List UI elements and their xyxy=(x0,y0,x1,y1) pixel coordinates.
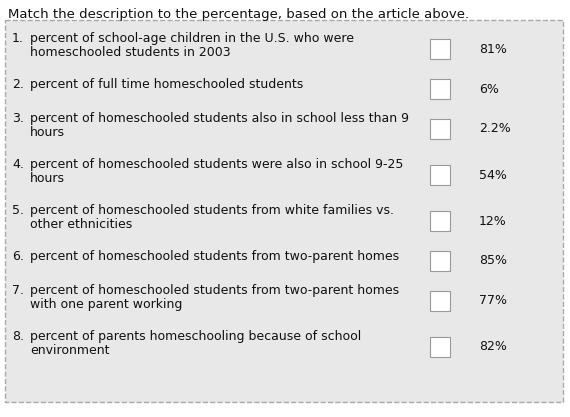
Text: other ethnicities: other ethnicities xyxy=(30,218,132,231)
Text: percent of homeschooled students from white families vs.: percent of homeschooled students from wh… xyxy=(30,204,394,217)
Bar xyxy=(430,165,450,185)
Bar xyxy=(430,39,450,59)
Text: 4.: 4. xyxy=(12,158,24,171)
Text: percent of school-age children in the U.S. who were: percent of school-age children in the U.… xyxy=(30,32,354,45)
Bar xyxy=(430,337,450,357)
Text: 77%: 77% xyxy=(479,294,507,307)
Text: 8.: 8. xyxy=(12,330,24,343)
Text: 6.: 6. xyxy=(12,250,24,263)
Bar xyxy=(430,119,450,139)
Text: hours: hours xyxy=(30,172,65,185)
Text: 3.: 3. xyxy=(12,112,24,125)
Text: 2.2%: 2.2% xyxy=(479,123,511,136)
Text: 5.: 5. xyxy=(12,204,24,217)
Text: 6%: 6% xyxy=(479,83,499,95)
Text: 85%: 85% xyxy=(479,254,507,267)
Bar xyxy=(430,291,450,311)
Text: percent of homeschooled students from two-parent homes: percent of homeschooled students from tw… xyxy=(30,284,399,297)
Bar xyxy=(430,79,450,99)
Text: hours: hours xyxy=(30,126,65,139)
Text: 7.: 7. xyxy=(12,284,24,297)
Text: 81%: 81% xyxy=(479,43,507,55)
Bar xyxy=(430,251,450,271)
Text: 54%: 54% xyxy=(479,168,507,181)
Text: 12%: 12% xyxy=(479,214,507,228)
Text: percent of homeschooled students were also in school 9-25: percent of homeschooled students were al… xyxy=(30,158,404,171)
Text: Match the description to the percentage, based on the article above.: Match the description to the percentage,… xyxy=(8,8,469,21)
Text: percent of homeschooled students from two-parent homes: percent of homeschooled students from tw… xyxy=(30,250,399,263)
Text: 2.: 2. xyxy=(12,78,24,91)
Text: percent of parents homeschooling because of school: percent of parents homeschooling because… xyxy=(30,330,361,343)
Text: 1.: 1. xyxy=(12,32,24,45)
Text: homeschooled students in 2003: homeschooled students in 2003 xyxy=(30,46,231,59)
Text: environment: environment xyxy=(30,344,109,357)
Bar xyxy=(430,211,450,231)
Text: with one parent working: with one parent working xyxy=(30,298,182,311)
Text: percent of full time homeschooled students: percent of full time homeschooled studen… xyxy=(30,78,303,91)
Text: 82%: 82% xyxy=(479,341,507,354)
Text: percent of homeschooled students also in school less than 9: percent of homeschooled students also in… xyxy=(30,112,409,125)
